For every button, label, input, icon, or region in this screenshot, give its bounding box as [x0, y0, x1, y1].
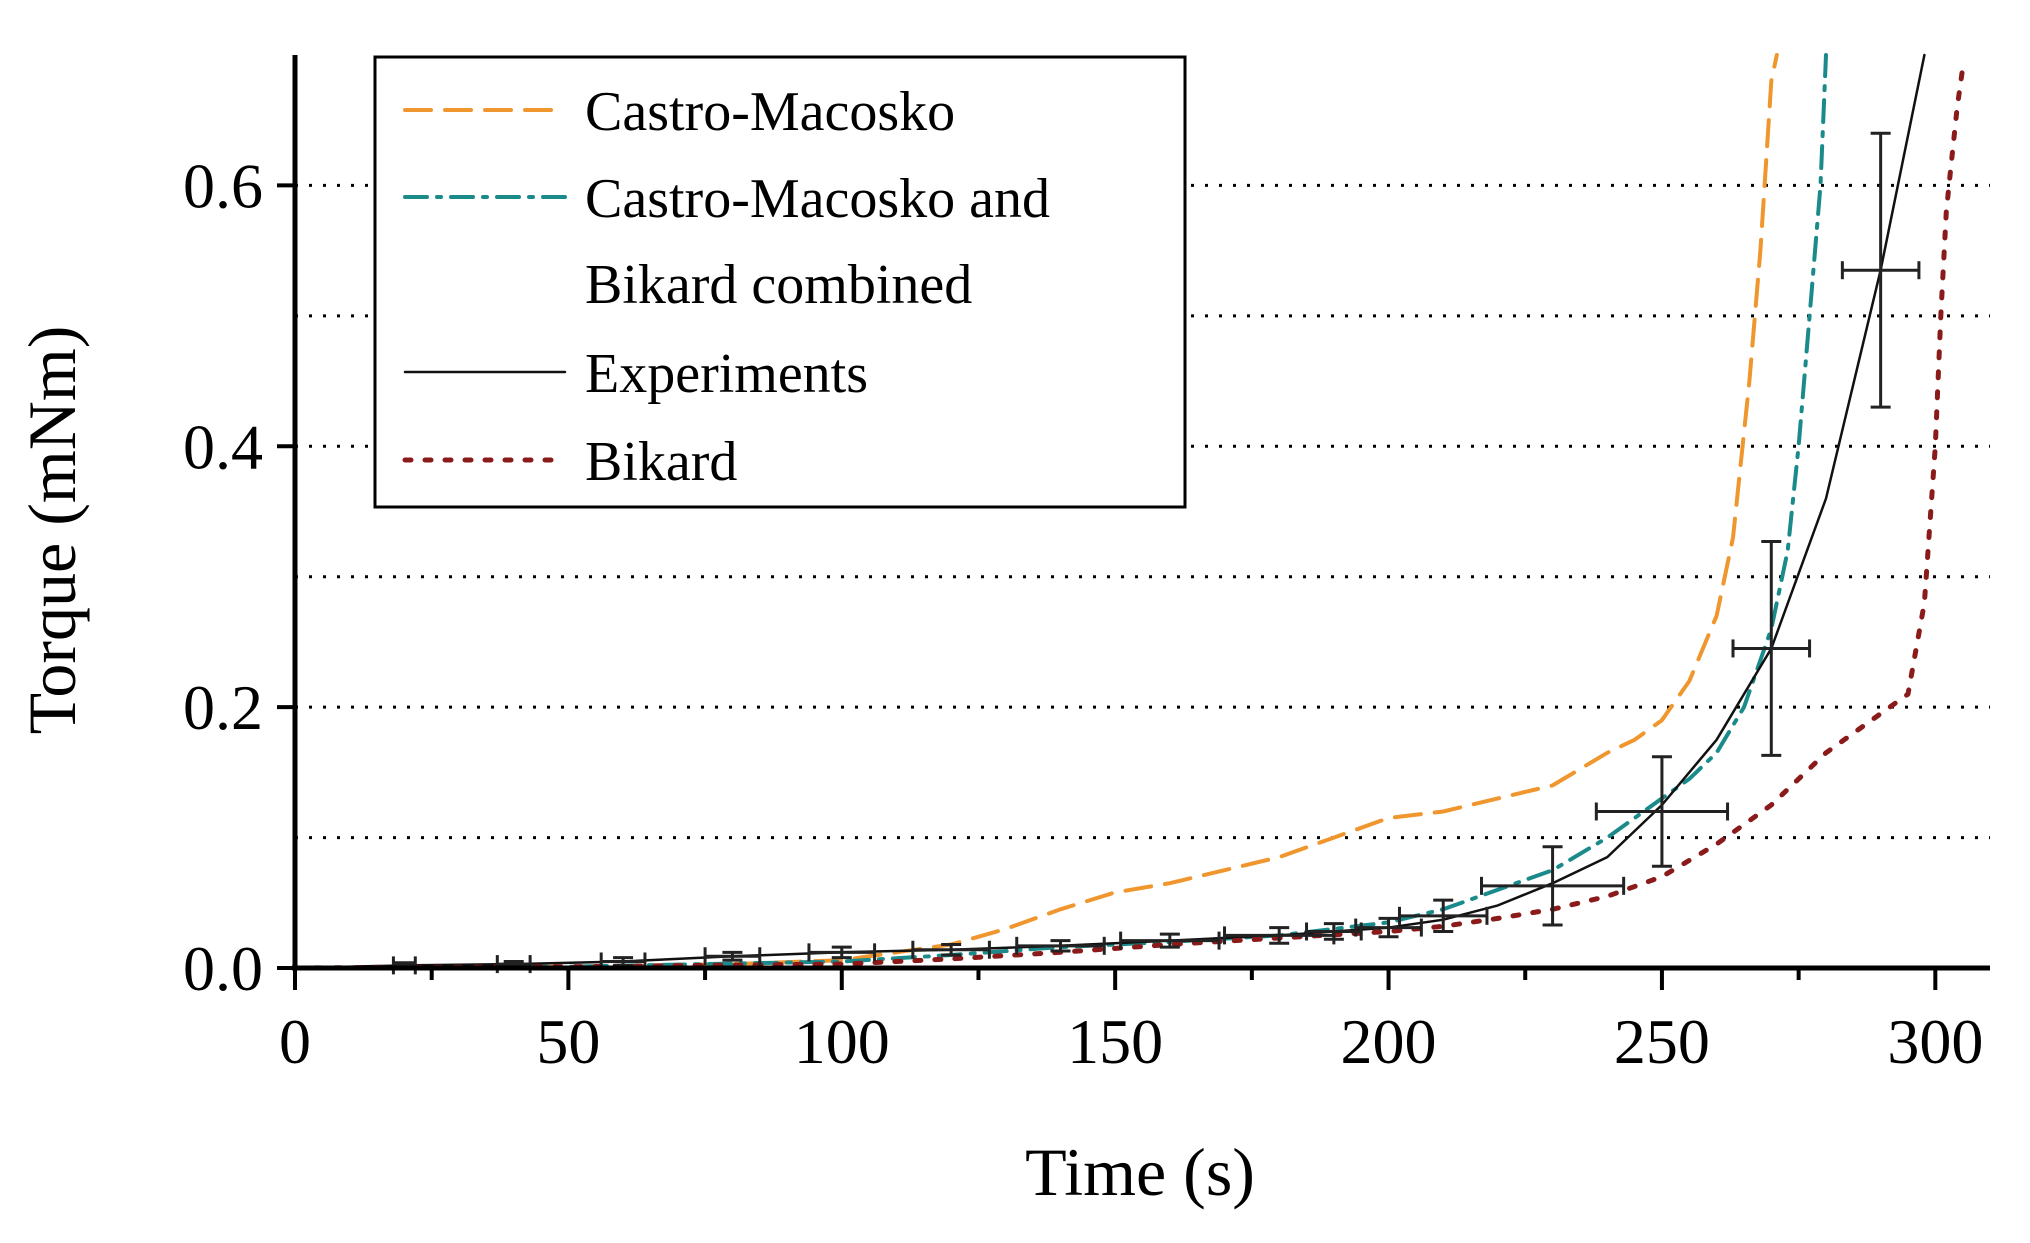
x-tick-label: 50	[536, 1006, 600, 1077]
x-tick-label: 250	[1614, 1006, 1710, 1077]
legend-label: Bikard combined	[585, 254, 972, 316]
y-axis-title: Torque (mNm)	[14, 326, 90, 735]
error-bar	[911, 940, 991, 959]
legend: Castro-Macosko Castro-Macosko and Bikard c…	[373, 55, 1187, 509]
error-bar	[1119, 931, 1221, 950]
error-bar	[1015, 936, 1106, 955]
y-tick-label: 0.2	[183, 672, 263, 743]
x-tick-label: 100	[794, 1006, 890, 1077]
x-tick-label: 0	[279, 1006, 311, 1077]
legend-label: Experiments	[585, 343, 868, 405]
error-bar	[1305, 922, 1363, 941]
x-tick-label: 150	[1067, 1006, 1163, 1077]
y-tick-label: 0.4	[183, 411, 263, 482]
x-axis-title: Time (s)	[1025, 1134, 1255, 1210]
error-bar	[1397, 898, 1489, 933]
legend-label: Bikard	[585, 431, 737, 493]
error-bar	[1480, 845, 1626, 927]
error-bar	[1840, 131, 1921, 409]
legend-box	[373, 55, 1187, 509]
error-bar	[1594, 755, 1730, 868]
y-tick-label: 0.6	[183, 150, 263, 221]
legend-label: Castro-Macosko	[585, 81, 955, 143]
legend-label: Castro-Macosko and	[585, 168, 1050, 230]
error-bar	[1731, 539, 1812, 757]
series-line-castro-macosko-and-bikard-combined	[293, 53, 1828, 970]
error-bar	[807, 943, 877, 962]
x-tick-label: 200	[1341, 1006, 1437, 1077]
error-bar	[1354, 916, 1423, 939]
y-tick-label: 0.0	[183, 933, 263, 1004]
x-tick-label: 300	[1887, 1006, 1983, 1077]
error-bar	[703, 947, 762, 966]
axes: 0 50 100 150 200 250 300 0.0 0.2 0.4 0.6	[183, 55, 1990, 1077]
